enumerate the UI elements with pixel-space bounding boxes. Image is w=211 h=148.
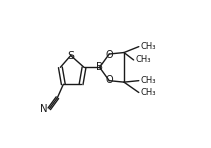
Text: O: O — [106, 75, 114, 85]
Text: O: O — [106, 50, 114, 60]
Text: N: N — [40, 104, 48, 114]
Text: CH₃: CH₃ — [140, 88, 156, 97]
Text: CH₃: CH₃ — [140, 42, 156, 51]
Text: CH₃: CH₃ — [135, 56, 151, 64]
Text: B: B — [96, 62, 103, 72]
Text: S: S — [67, 50, 74, 61]
Text: CH₃: CH₃ — [140, 76, 156, 85]
